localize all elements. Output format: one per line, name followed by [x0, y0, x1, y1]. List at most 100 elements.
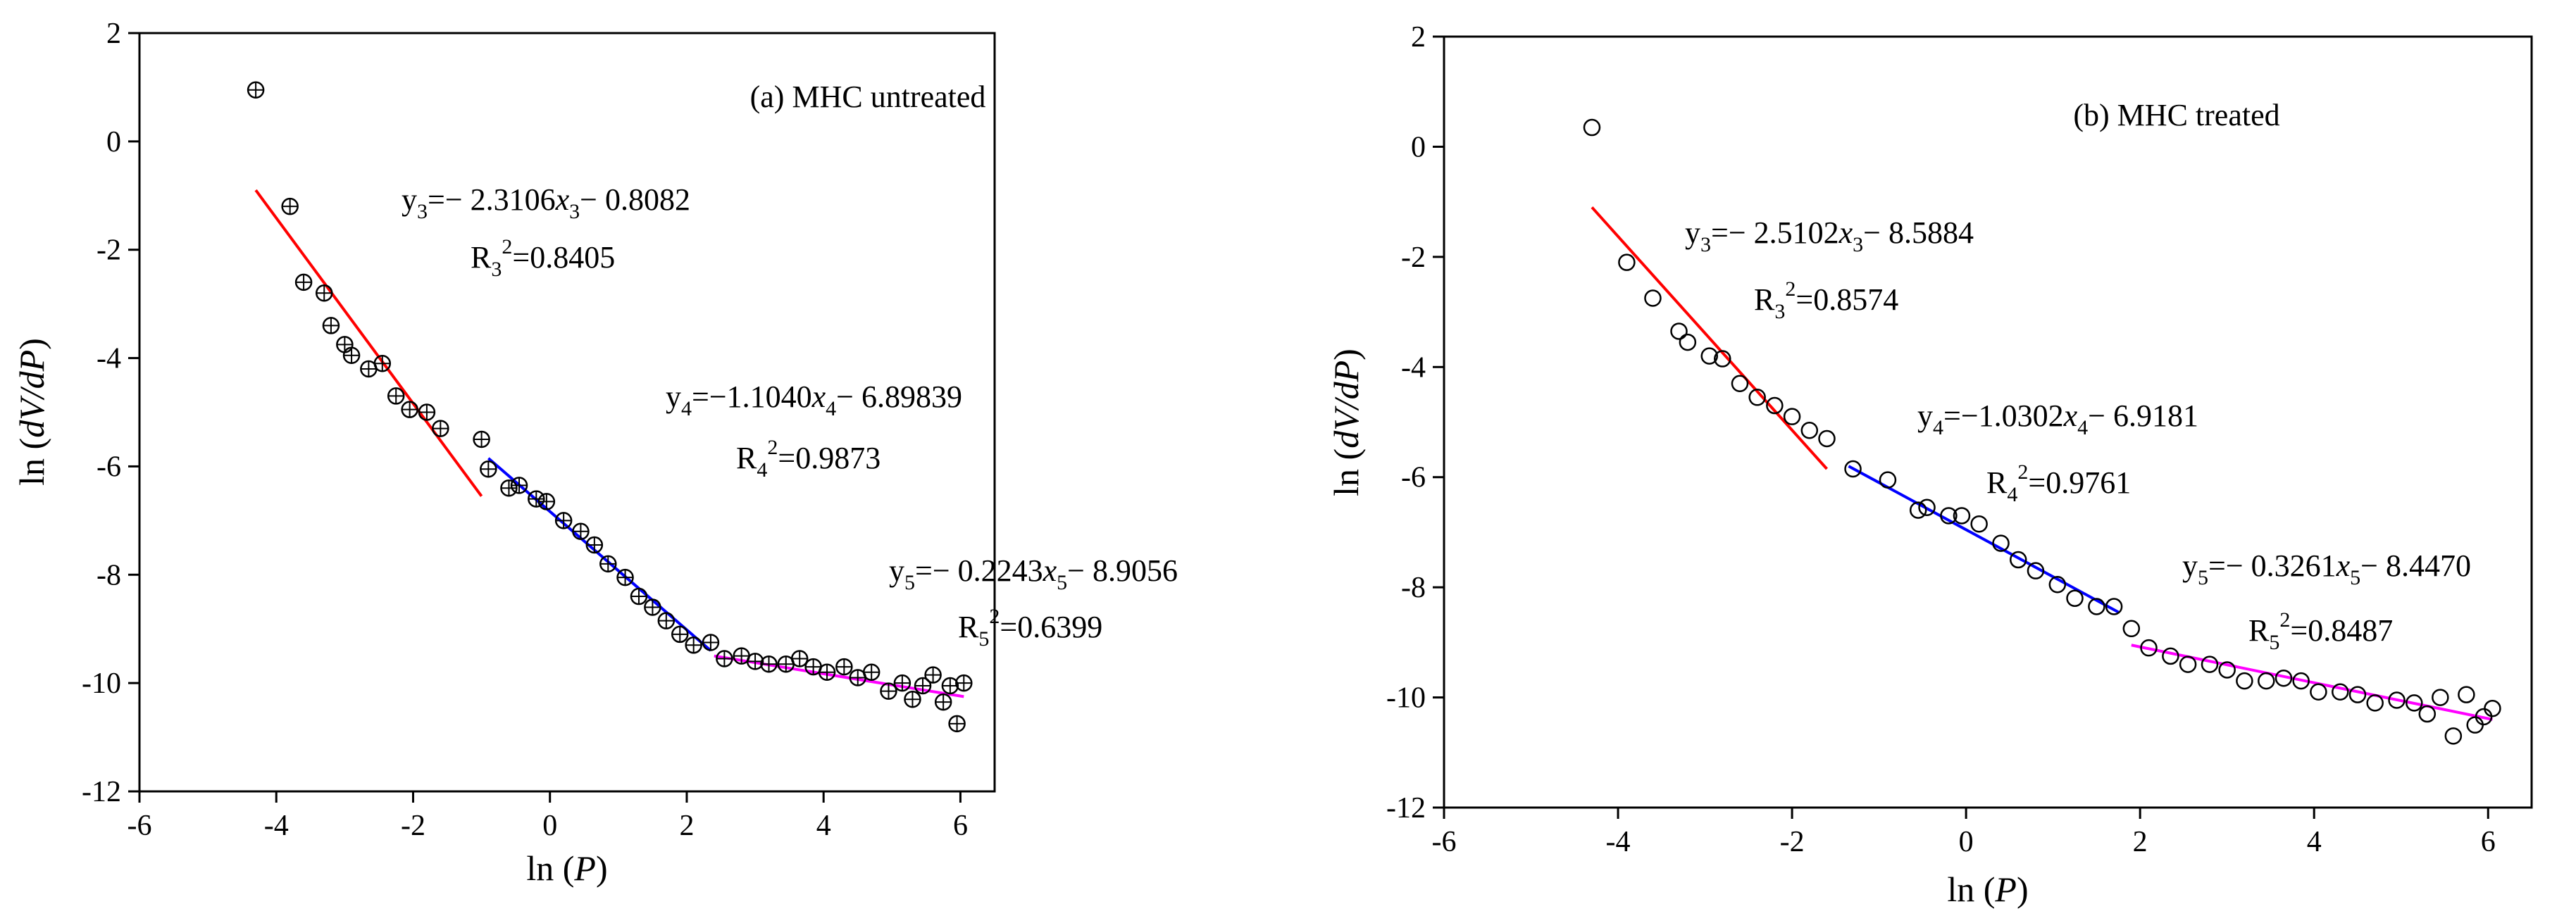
data-point	[572, 522, 590, 540]
data-point	[510, 477, 528, 494]
fit-equation-4: y4=−1.0302x4− 6.9181	[1917, 399, 2198, 439]
data-point	[401, 401, 418, 418]
data-point	[2027, 562, 2045, 579]
y-tick-label: -8	[1401, 572, 1426, 604]
data-point	[322, 317, 340, 334]
y-tick-label: -12	[82, 776, 121, 808]
data-point	[941, 677, 959, 695]
data-point	[1818, 429, 1836, 448]
data-point	[702, 634, 720, 651]
y-tick-label: -6	[97, 451, 121, 483]
data-point	[281, 197, 299, 215]
axis-ticks: -6 -4 -2 0 2 4 6 -12 -10 -8 -6 -4 -2 0 2	[1386, 21, 2496, 858]
y-tick-label: -10	[1386, 682, 1426, 715]
y-tick-label: -4	[1401, 351, 1426, 384]
data-point	[1714, 350, 1731, 368]
data-point	[644, 598, 661, 616]
y-tick-label: -6	[1401, 462, 1426, 494]
panel-title: (a) MHC untreated	[750, 80, 986, 114]
data-point	[630, 587, 648, 606]
y-tick-label: -2	[97, 234, 121, 267]
y-tick-label: -2	[1401, 241, 1426, 274]
data-point	[1644, 289, 1662, 307]
data-point	[473, 430, 490, 448]
fit-line-4	[487, 457, 712, 652]
data-point	[2162, 647, 2179, 665]
data-point	[760, 655, 778, 673]
fit-equation-3: y3=− 2.3106x3− 0.8082	[402, 182, 690, 223]
fit-line-3	[254, 189, 483, 497]
y-tick-label: 0	[1411, 131, 1426, 163]
data-point	[294, 273, 313, 291]
data-point	[2105, 598, 2123, 615]
data-point	[924, 666, 942, 684]
data-point	[1748, 389, 1766, 406]
data-point	[818, 663, 836, 682]
data-point	[1700, 347, 1718, 365]
x-tick-label: 0	[1959, 826, 1974, 858]
data-point	[2466, 716, 2484, 734]
fit-r2-3: R32=0.8574	[1754, 277, 1898, 323]
data-point	[2432, 689, 2449, 706]
data-point	[373, 355, 392, 372]
data-point	[336, 336, 354, 353]
data-point	[2218, 661, 2236, 679]
data-point	[1940, 507, 1958, 525]
panel-a: -6 -4 -2 0 2 4 6 -12 -10 -8 -6 -4 -2 0 2 (a) MHC untre…	[12, 18, 1178, 888]
data-point	[862, 663, 881, 682]
x-tick-label: 4	[2307, 826, 2322, 858]
data-point	[671, 625, 689, 644]
data-point	[2088, 598, 2105, 615]
plot-frame	[1443, 35, 2533, 809]
fit-equation-5: y5=− 0.3261x5− 8.4470	[2182, 548, 2471, 589]
fit-r2-5: R52=0.6399	[958, 605, 1102, 651]
x-tick-label: 6	[953, 810, 968, 842]
fit-r2-3: R32=0.8405	[471, 235, 615, 281]
data-point	[1800, 421, 1819, 439]
data-point	[1679, 333, 1697, 351]
y-axis-label: ln (dV/dP)	[1326, 349, 1366, 496]
y-tick-label: -8	[97, 559, 121, 591]
fit-r2-5: R52=0.8487	[2248, 608, 2393, 654]
y-tick-label: 2	[1411, 21, 1426, 54]
data-point	[1909, 501, 1927, 519]
data-point	[746, 653, 764, 670]
data-point	[716, 650, 733, 667]
data-point	[1583, 118, 1601, 137]
data-point	[2292, 672, 2310, 690]
x-tick-label: -4	[264, 810, 289, 842]
data-point	[1670, 322, 1688, 340]
data-point	[2066, 589, 2084, 608]
data-point	[934, 693, 952, 711]
data-point	[1879, 471, 1897, 489]
data-point	[2201, 655, 2219, 673]
axis-ticks: -6 -4 -2 0 2 4 6 -12 -10 -8 -6 -4 -2 0 2	[82, 18, 968, 842]
data-point	[2348, 686, 2367, 703]
fit-equation-3: y3=− 2.5102x3− 8.5884	[1685, 215, 1974, 256]
y-tick-label: -4	[97, 343, 121, 375]
data-points	[247, 81, 973, 733]
data-point	[2388, 691, 2406, 709]
x-axis-label: ln (P)	[1947, 870, 2028, 909]
data-point	[528, 490, 545, 508]
x-tick-label: -2	[401, 810, 425, 842]
data-point	[2484, 699, 2501, 717]
plot-frame	[138, 32, 996, 793]
data-point	[1953, 507, 1971, 525]
data-point	[2310, 683, 2327, 701]
data-point	[2366, 694, 2384, 712]
data-point	[880, 682, 897, 700]
data-point	[2122, 620, 2141, 638]
data-point	[2140, 639, 2158, 657]
data-point	[2418, 705, 2437, 723]
data-point	[2179, 655, 2197, 673]
data-point	[1992, 534, 2010, 552]
data-point	[2258, 672, 2275, 690]
x-tick-label: 0	[542, 810, 557, 842]
data-point	[537, 493, 556, 510]
data-point	[948, 715, 966, 733]
y-axis-label: ln (dV/dP)	[12, 338, 51, 486]
data-point	[914, 677, 932, 695]
data-point	[955, 674, 973, 692]
